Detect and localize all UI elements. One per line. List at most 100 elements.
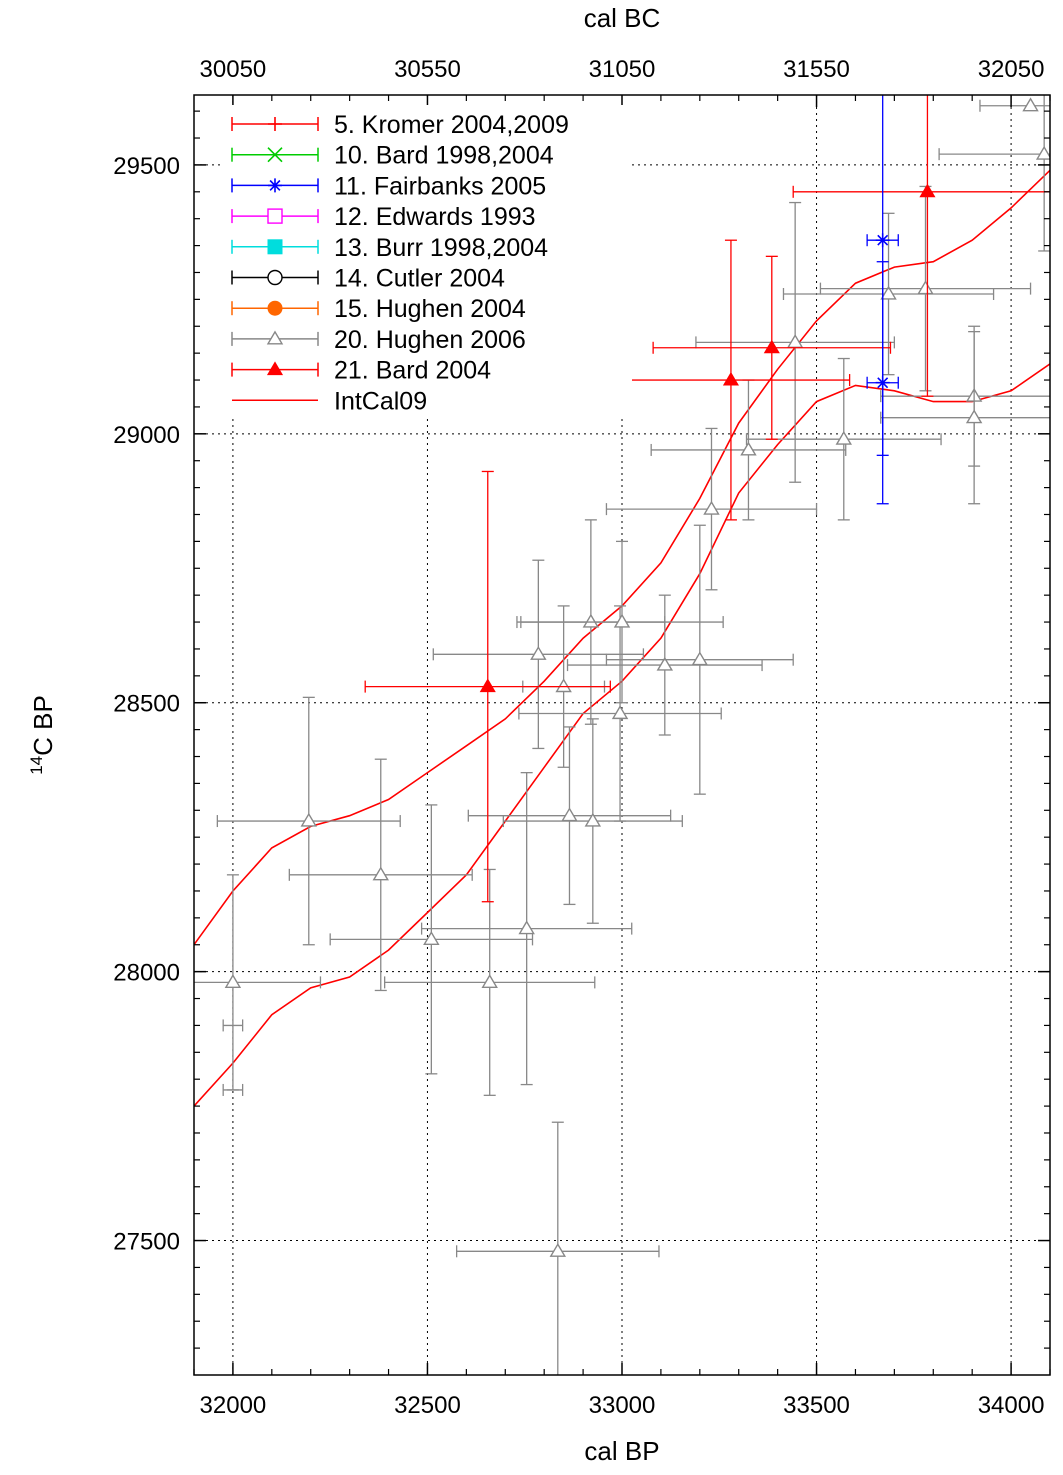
circle-marker — [267, 269, 283, 286]
data-point — [467, 726, 672, 906]
plus-marker — [268, 117, 282, 131]
legend-label: 13. Burr 1998,2004 — [334, 234, 548, 262]
data-point — [455, 1121, 660, 1375]
legend-label: IntCal09 — [334, 387, 427, 415]
legend-item: 11. Fairbanks 2005 — [231, 172, 546, 200]
triangle-marker — [703, 500, 720, 515]
y-tick-label: 27500 — [113, 1229, 180, 1256]
star-marker — [875, 375, 890, 390]
data-point — [782, 212, 995, 376]
x-tick-label: 33000 — [589, 1392, 656, 1419]
filled-triangle-marker — [763, 339, 780, 354]
data-point — [288, 758, 473, 992]
data-point — [194, 874, 322, 1091]
data-point — [432, 559, 645, 750]
filled-triangle-marker — [919, 183, 936, 198]
triangle-marker — [835, 430, 853, 445]
data-point — [520, 540, 724, 704]
data-point — [420, 771, 633, 1086]
triangle-marker — [561, 807, 578, 822]
legend-item: 12. Edwards 1993 — [231, 203, 536, 231]
triangle-marker — [266, 330, 284, 345]
triangle-marker — [740, 441, 757, 456]
x-axis-label: cal BP — [584, 1436, 659, 1466]
top-tick-label: 30050 — [200, 56, 267, 83]
legend-background — [222, 105, 632, 415]
series-21-bard-2004 — [364, 95, 1050, 903]
legend-label: 20. Hughen 2006 — [334, 326, 526, 354]
x-tick-label: 32500 — [394, 1392, 461, 1419]
data-point — [695, 201, 896, 483]
triangle-marker — [691, 651, 709, 666]
triangle-marker — [656, 656, 674, 671]
legend-item: 10. Bard 1998,2004 — [231, 142, 554, 170]
data-point — [979, 97, 1050, 112]
data-point — [611, 239, 851, 521]
filled-triangle-marker — [266, 361, 284, 376]
triangle-marker — [481, 974, 498, 988]
y-tick-label: 29500 — [113, 153, 180, 180]
data-point — [652, 255, 892, 440]
filled-square-marker — [267, 239, 283, 255]
triangle-marker — [530, 645, 547, 660]
data-point — [866, 261, 899, 505]
triangle-marker — [965, 409, 983, 424]
axis-ticks: 32000 32500 33000 33500 34000 30050 30550 31050… — [113, 56, 1051, 1419]
data-point — [745, 357, 942, 521]
triangle-marker — [372, 866, 389, 881]
y-axis-label: 14C BP — [27, 695, 58, 775]
data-point — [502, 718, 683, 924]
triangle-marker — [224, 974, 242, 988]
top-axis-label: cal BC — [584, 3, 661, 33]
x-tick-label: 33500 — [783, 1392, 850, 1419]
legend: 5. Kromer 2004,2009 10. Bard 1998,200411.… — [222, 105, 632, 415]
top-tick-label: 30550 — [394, 56, 461, 83]
data-point — [518, 605, 722, 822]
triangle-marker — [880, 285, 897, 300]
data-point — [880, 325, 1050, 467]
cross-marker — [267, 147, 283, 163]
x-tick-label: 34000 — [978, 1392, 1045, 1419]
data-point — [605, 524, 794, 795]
star-marker — [875, 233, 890, 248]
triangle-marker — [423, 930, 440, 945]
data-point — [605, 427, 818, 591]
filled-triangle-marker — [722, 371, 739, 386]
triangle-marker — [917, 280, 934, 295]
legend-label: 11. Fairbanks 2005 — [334, 172, 546, 200]
data-point — [566, 594, 763, 736]
legend-item: IntCal09 — [232, 387, 427, 415]
legend-label: 12. Edwards 1993 — [334, 203, 536, 231]
legend-item: 5. Kromer 2004,2009 — [231, 111, 569, 139]
triangle-marker — [1035, 145, 1050, 160]
legend-item: 14. Cutler 2004 — [231, 265, 505, 293]
filled-circle-marker — [267, 300, 283, 316]
triangle-marker — [518, 920, 535, 935]
legend-item: 21. Bard 2004 — [231, 357, 491, 385]
star-marker — [268, 178, 282, 193]
legend-item: 20. Hughen 2006 — [231, 326, 526, 354]
legend-label: 10. Bard 1998,2004 — [334, 142, 554, 170]
data-point — [222, 1019, 244, 1032]
y-axis-label-superscript: 14 — [27, 756, 46, 775]
data-point — [216, 696, 401, 946]
x-tick-label: 32000 — [200, 1392, 267, 1419]
legend-item: 15. Hughen 2004 — [231, 295, 526, 323]
y-tick-label: 28500 — [113, 691, 180, 718]
legend-label: 21. Bard 2004 — [334, 357, 491, 385]
triangle-marker — [549, 1242, 567, 1257]
legend-label: 15. Hughen 2004 — [334, 295, 526, 323]
triangle-marker — [582, 613, 600, 628]
top-tick-label: 32050 — [978, 56, 1045, 83]
triangle-marker — [611, 705, 629, 720]
series-20-hughen-2006 — [194, 95, 1050, 1375]
top-tick-label: 31050 — [589, 56, 656, 83]
data-point — [364, 470, 611, 903]
legend-label: 14. Cutler 2004 — [334, 265, 505, 293]
y-tick-label: 28000 — [113, 960, 180, 987]
data-point — [222, 1083, 244, 1096]
series-11-fairbanks-2005 — [866, 95, 899, 505]
intcal-curve-lower — [194, 363, 1050, 1107]
data-point — [819, 185, 1032, 392]
filled-triangle-marker — [479, 678, 496, 693]
